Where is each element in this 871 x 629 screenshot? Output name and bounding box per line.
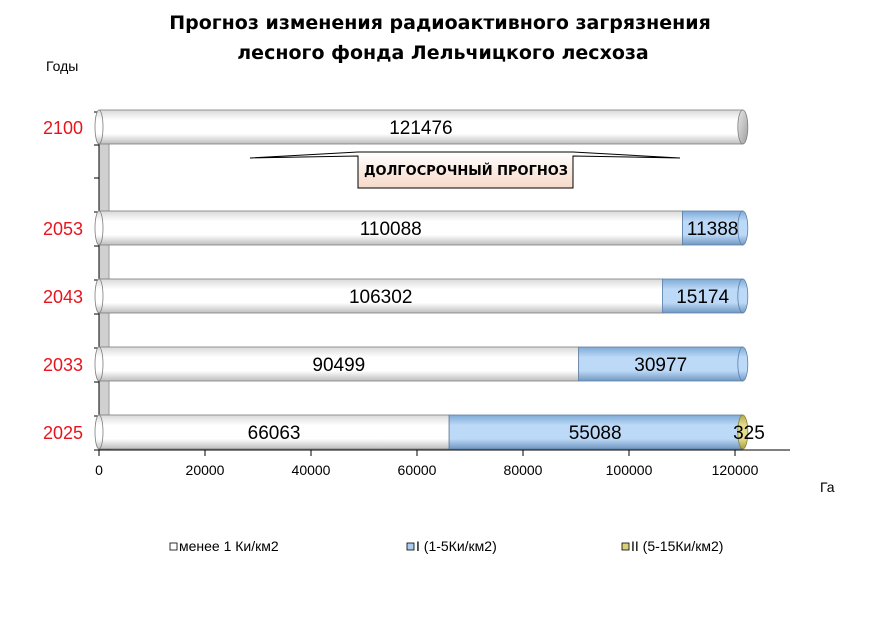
x-tick-label: 80000 [504, 462, 543, 478]
bar-segment [682, 210, 744, 246]
category-label: 2053 [43, 219, 83, 239]
legend-label: I (1-5Ки/км2) [416, 538, 497, 554]
category-labels: 2100 2053 2043 2033 2025 [43, 118, 83, 443]
bar-segment [98, 278, 663, 314]
x-axis-title: Га [820, 479, 835, 495]
data-label: 66063 [248, 423, 301, 444]
x-tick-label: 0 [95, 462, 103, 478]
data-label: 325 [733, 423, 765, 444]
legend-label: менее 1 Ки/км2 [179, 538, 279, 554]
data-label: 30977 [634, 355, 687, 376]
legend-label: II (5-15Ки/км2) [631, 538, 723, 554]
bar-segment [662, 278, 744, 314]
bar-cap-left [94, 278, 104, 314]
category-label: 2100 [43, 118, 83, 138]
x-tick-label: 100000 [606, 462, 653, 478]
bar-cap-end [737, 278, 749, 314]
forecast-callout: ДОЛГОСРОЧНЫЙ ПРОГНОЗ [249, 151, 681, 189]
category-label: 2033 [43, 355, 83, 375]
data-labels: 121476 110088 11388 106302 15174 90499 30977 66… [248, 118, 765, 444]
category-label: 2043 [43, 287, 83, 307]
category-label: 2025 [43, 423, 83, 443]
data-label: 110088 [360, 219, 422, 240]
bar-segment [98, 109, 744, 145]
legend-swatch [169, 542, 178, 551]
bar-segment [448, 414, 742, 450]
bar-segment [98, 346, 580, 382]
legend-swatch [406, 542, 415, 551]
x-tick-label: 20000 [186, 462, 225, 478]
chart-title-line-2: лесного фонда Лельчицкого лесхоза [237, 42, 648, 64]
x-axis-ticks: 0 20000 40000 60000 80000 100000 120000 [95, 450, 759, 478]
x-tick-label: 40000 [292, 462, 331, 478]
bar-cap-left [94, 210, 104, 246]
bar-segment [578, 346, 744, 382]
x-tick-label: 60000 [398, 462, 437, 478]
legend-swatch [621, 542, 630, 551]
y-axis-title: Годы [46, 58, 78, 74]
data-label: 90499 [312, 355, 365, 376]
bar-cap-end [737, 210, 749, 246]
bar-cap-end [737, 109, 749, 145]
data-label: 15174 [676, 287, 729, 308]
forecast-callout-text: ДОЛГОСРОЧНЫЙ ПРОГНОЗ [364, 163, 568, 179]
bar-cap-end [737, 346, 749, 382]
data-label: 121476 [389, 118, 452, 139]
x-tick-label: 120000 [712, 462, 759, 478]
bar-segment [98, 210, 683, 246]
data-label: 106302 [349, 287, 412, 308]
bar-cap-left [94, 414, 104, 450]
bar-cap-left [94, 109, 104, 145]
chart-title-line-1: Прогноз изменения радиоактивного загрязн… [169, 12, 711, 34]
bar-segment [98, 414, 450, 450]
data-label: 11388 [687, 219, 738, 240]
data-label: 55088 [569, 423, 622, 444]
bars [94, 109, 749, 450]
bar-cap-end [737, 414, 749, 450]
bar-cap-left [94, 346, 104, 382]
legend: менее 1 Ки/км2 I (1-5Ки/км2) II (5-15Ки/км… [169, 538, 723, 554]
